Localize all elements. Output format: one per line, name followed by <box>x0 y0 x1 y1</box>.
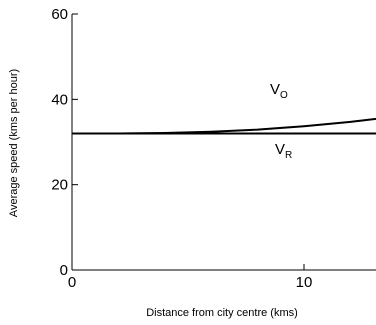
series-label-vo: VO <box>270 81 288 101</box>
axes <box>71 14 376 271</box>
series-line-vo <box>72 117 376 135</box>
y-tick-label: 40 <box>51 91 68 108</box>
series-label-vr: VR <box>275 141 292 161</box>
series-labels: VO VR <box>270 81 292 161</box>
y-tick-label: 0 <box>60 262 68 279</box>
x-axis-title: Distance from city centre (kms) <box>146 307 298 319</box>
y-tick-label: 60 <box>51 6 68 23</box>
x-tick-label: 10 <box>296 274 313 291</box>
y-axis-title: Average speed (kms per hour) <box>8 69 20 217</box>
y-tick-label: 20 <box>51 177 68 194</box>
ticks: 020406001020 <box>51 6 313 291</box>
x-tick-label: 0 <box>68 274 76 291</box>
series <box>72 117 376 135</box>
